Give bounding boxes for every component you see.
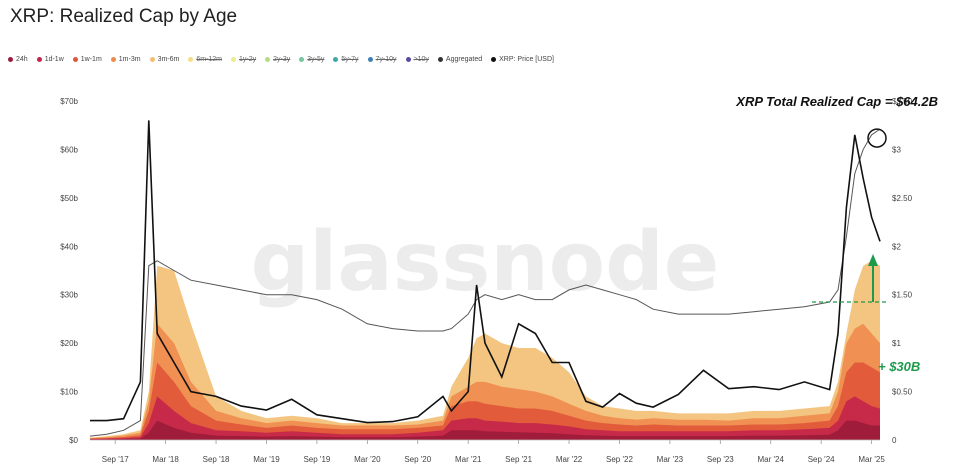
legend-marker — [491, 56, 497, 62]
legend-item[interactable]: 1y-2y — [231, 56, 256, 63]
x-tick-label: Sep '21 — [505, 455, 532, 464]
legend-item[interactable]: 1m-3m — [110, 55, 141, 63]
y-left-tick-label: $70b — [60, 97, 78, 106]
x-tick-label: Sep '20 — [404, 455, 431, 464]
y-left-tick-label: $30b — [60, 291, 78, 300]
series-area-3m-6m — [90, 260, 880, 440]
y-right-tick-label: $0.50 — [892, 388, 913, 397]
legend-item[interactable]: 3m-6m — [149, 55, 180, 63]
legend-item[interactable]: 5y-7y — [333, 55, 359, 63]
y-right-tick-label: $1.50 — [892, 291, 913, 300]
x-tick-label: Sep '18 — [203, 455, 230, 464]
legend-item[interactable]: 7y-10y — [367, 55, 397, 63]
legend-label: XRP: Price [USD] — [499, 55, 554, 63]
y-right-tick-label: $3 — [892, 145, 901, 154]
x-tick-label: Mar '23 — [657, 455, 684, 464]
legend-marker — [333, 56, 339, 62]
legend-item[interactable]: Aggregated — [437, 55, 483, 63]
legend-item[interactable]: 3y-5y — [299, 56, 324, 63]
legend-marker — [437, 56, 443, 62]
watermark: glassnode — [251, 215, 720, 310]
x-tick-label: Mar '21 — [455, 455, 482, 464]
legend-item[interactable]: 2y-3y — [265, 56, 290, 63]
x-tick-label: Sep '24 — [808, 455, 835, 464]
x-tick-label: Mar '22 — [556, 455, 583, 464]
total-cap-highlight-circle — [867, 128, 887, 148]
x-tick-label: Mar '20 — [354, 455, 381, 464]
increase-arrow-head — [868, 254, 878, 266]
legend-marker — [231, 56, 237, 62]
x-tick-label: Sep '19 — [303, 455, 330, 464]
legend-item[interactable]: 1d-1w — [36, 55, 64, 63]
legend-label: 6m-12m — [196, 55, 223, 63]
legend-label: >10y — [413, 55, 429, 63]
y-right-tick-label: $2.50 — [892, 194, 913, 203]
y-right-tick-label: $2 — [892, 242, 901, 251]
x-tick-label: Mar '18 — [152, 455, 179, 464]
y-right-tick-label: $1 — [892, 339, 901, 348]
y-left-tick-label: $40b — [60, 242, 78, 251]
series-aggregated-line — [89, 128, 881, 437]
y-left-tick-label: $20b — [60, 339, 78, 348]
legend-label: 3y-5y — [307, 55, 325, 63]
legend-label: 5y-7y — [341, 55, 359, 63]
legend-label: 7y-10y — [375, 55, 397, 63]
x-tick-label: Sep '23 — [707, 455, 734, 464]
legend: 24h 1d-1w 1w-1m 1m-3m 3m-6m 6m-12m 1y-2y 2y-3y 3… — [8, 53, 563, 65]
x-tick-label: Mar '19 — [253, 455, 280, 464]
y-left-tick-label: $0 — [69, 436, 78, 445]
y-left-tick-label: $10b — [60, 388, 78, 397]
x-tick-label: Mar '24 — [758, 455, 785, 464]
legend-item[interactable]: >10y — [405, 55, 429, 63]
x-tick-label: Mar '25 — [858, 455, 885, 464]
total-cap-annotation: XRP Total Realized Cap = $64.2B — [735, 94, 938, 109]
series-area-24h — [90, 420, 880, 440]
y-right-tick-label: $3.50 — [892, 97, 913, 106]
x-tick-label: Sep '17 — [102, 455, 129, 464]
chart-title: XRP: Realized Cap by Age — [10, 6, 238, 27]
series-area-1m-3m — [90, 323, 880, 440]
y-left-tick-label: $50b — [60, 194, 78, 203]
series-price-line — [90, 120, 881, 424]
increase-annotation: + $30B — [878, 359, 920, 374]
legend-item[interactable]: XRP: Price [USD] — [491, 56, 554, 63]
legend-marker — [367, 56, 373, 62]
legend-label: Aggregated — [445, 55, 483, 63]
legend-marker — [110, 56, 116, 62]
legend-marker — [265, 56, 271, 62]
legend-label: 24h — [16, 55, 28, 63]
legend-label: 1m-3m — [118, 55, 141, 63]
legend-marker — [72, 56, 78, 62]
legend-item[interactable]: 24h — [8, 56, 28, 63]
legend-marker — [188, 56, 194, 62]
legend-label: 1d-1w — [44, 55, 64, 63]
legend-label: 1y-2y — [239, 55, 257, 63]
legend-marker — [36, 56, 42, 62]
y-left-tick-label: $60b — [60, 145, 78, 154]
legend-marker — [405, 56, 411, 62]
legend-label: 2y-3y — [273, 55, 291, 63]
legend-label: 3m-6m — [157, 55, 180, 63]
legend-label: 1w-1m — [80, 55, 102, 63]
legend-marker — [299, 56, 305, 62]
x-tick-label: Sep '22 — [606, 455, 633, 464]
legend-item[interactable]: 6m-12m — [188, 56, 222, 63]
y-right-tick-label: 0 — [892, 436, 897, 445]
legend-item[interactable]: 1w-1m — [72, 55, 102, 63]
legend-marker — [149, 56, 155, 62]
legend-marker — [8, 56, 13, 62]
